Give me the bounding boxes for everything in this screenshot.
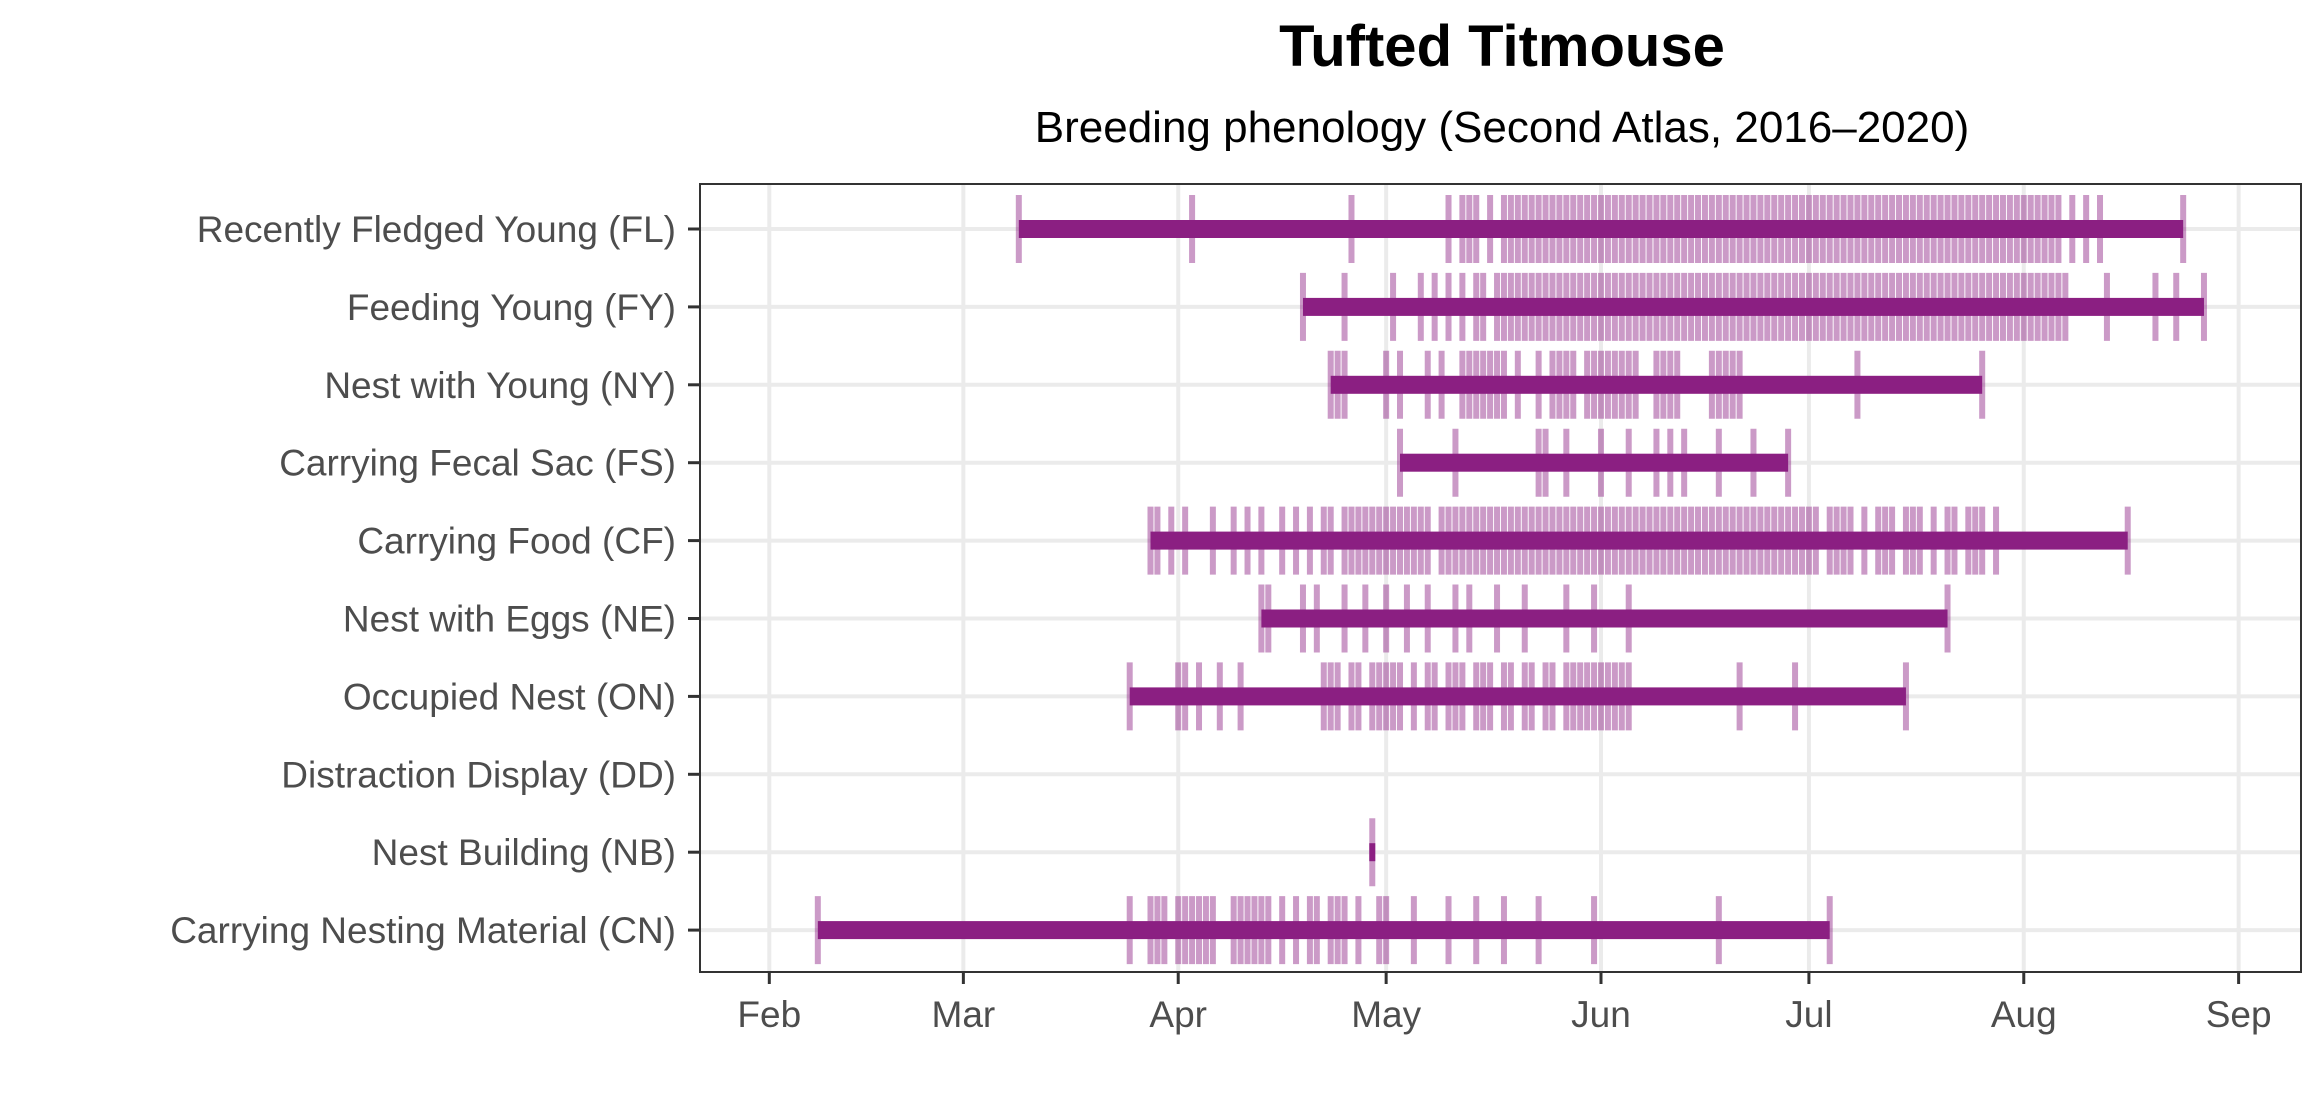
y-category-label: Occupied Nest (ON) (343, 676, 676, 717)
y-category-label: Distraction Display (DD) (281, 754, 676, 795)
plot-area (699, 183, 2302, 973)
chart-subtitle: Breeding phenology (Second Atlas, 2016–2… (1035, 103, 1969, 152)
y-category-label: Recently Fledged Young (FL) (197, 209, 676, 250)
y-category-label: Carrying Fecal Sac (FS) (279, 443, 676, 484)
plot-border (699, 183, 2302, 973)
x-tick-label: Feb (737, 994, 801, 1035)
x-tick-label: Sep (2206, 994, 2272, 1035)
range-bar (1018, 220, 2184, 238)
category-series (1126, 662, 1909, 731)
category-series (1327, 350, 1986, 419)
x-tick-label: Aug (1991, 994, 2057, 1035)
x-tick-label: Apr (1149, 994, 1207, 1035)
range-bar (1129, 687, 1906, 706)
y-category-label: Nest with Young (NY) (324, 365, 676, 406)
range-bar (1330, 375, 1983, 394)
x-tick-label: Mar (932, 994, 996, 1035)
y-category-label: Feeding Young (FY) (347, 287, 676, 328)
range-bar (1150, 531, 2128, 550)
range-bar (1261, 609, 1948, 628)
y-axis: Recently Fledged Young (FL) Feeding Young… (170, 209, 700, 951)
category-series (1369, 818, 1376, 887)
y-category-label: Nest Building (NB) (372, 832, 676, 873)
category-series (1299, 272, 2207, 341)
category-series (1397, 428, 1792, 497)
range-bar (1369, 843, 1376, 862)
x-tick-label: Jul (1785, 994, 1832, 1035)
range-bar (1400, 453, 1789, 472)
category-series (1258, 584, 1951, 653)
x-tick-label: May (1351, 994, 1421, 1035)
range-bar (817, 921, 1830, 940)
y-category-label: Nest with Eggs (NE) (343, 599, 676, 640)
category-series (1147, 506, 2131, 575)
chart-title: Tufted Titmouse (1279, 14, 1725, 79)
x-tick-label: Jun (1571, 994, 1631, 1035)
marks-layer (814, 195, 2207, 965)
range-bar (1302, 297, 2204, 316)
x-axis: Feb Mar Apr May Jun Jul Aug Sep (737, 972, 2272, 1035)
y-category-label: Carrying Nesting Material (CN) (170, 910, 676, 951)
category-series (1015, 195, 2187, 263)
category-series (814, 896, 1833, 965)
y-category-label: Carrying Food (CF) (357, 521, 676, 562)
